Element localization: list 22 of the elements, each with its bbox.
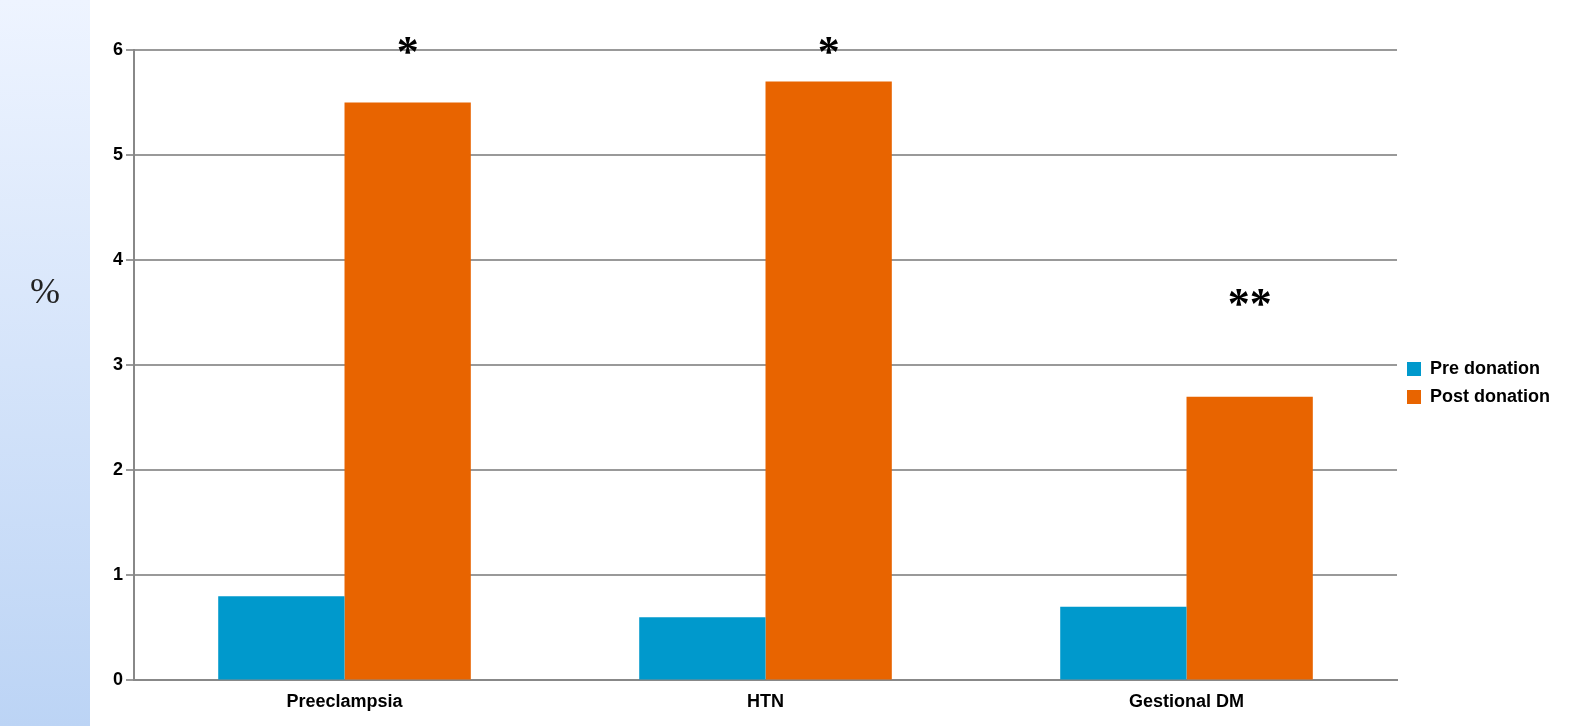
x-tick-label: Preeclampsia xyxy=(286,691,404,712)
x-tick-label: Gestional DM xyxy=(1129,691,1245,712)
y-tick-label: 4 xyxy=(113,249,124,270)
bar xyxy=(639,617,766,680)
y-tick-label: 0 xyxy=(113,669,124,690)
annotation: * xyxy=(396,27,419,77)
y-tick-label: 5 xyxy=(113,144,124,165)
y-tick-label: 3 xyxy=(113,354,124,375)
annotation: * xyxy=(817,27,840,77)
bar xyxy=(344,102,471,680)
annotation: ** xyxy=(1227,279,1272,329)
bar xyxy=(1060,606,1187,680)
y-axis-title: % xyxy=(29,270,61,312)
bar xyxy=(765,81,892,680)
legend-label: Post donation xyxy=(1430,385,1551,406)
legend-label: Pre donation xyxy=(1430,357,1541,378)
bar xyxy=(218,596,345,680)
bar xyxy=(1186,396,1313,680)
x-tick-label: HTN xyxy=(747,691,785,712)
y-tick-label: 6 xyxy=(113,38,124,59)
y-tick-label: 2 xyxy=(113,459,124,480)
y-tick-label: 1 xyxy=(113,564,124,585)
